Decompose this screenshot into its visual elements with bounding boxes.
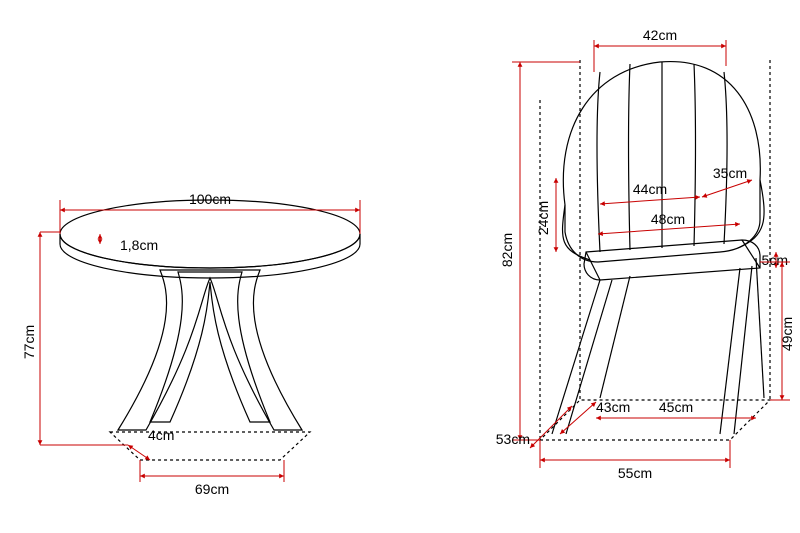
label-table-basewidth: 69cm (195, 481, 229, 497)
label-chair-seat-w: 48cm (651, 211, 685, 227)
label-chair-depth: 53cm (496, 431, 530, 447)
label-chair-legspan: 45cm (659, 399, 693, 415)
label-chair-seat-inner-d: 35cm (713, 165, 747, 181)
dimension-diagram: 100cm 1,8cm 77cm 4cm 69cm 42cm (0, 0, 800, 533)
label-chair-totalwidth: 55cm (618, 465, 652, 481)
label-table-height: 77cm (21, 325, 37, 359)
label-chair-depth-inner: 43cm (596, 399, 630, 415)
table-drawing: 100cm 1,8cm 77cm 4cm 69cm (21, 191, 360, 497)
label-table-top-width: 100cm (189, 191, 231, 207)
label-chair-legheight: 49cm (779, 317, 795, 351)
label-chair-seat-inner-w: 44cm (633, 181, 667, 197)
chair-drawing: 42cm 82cm 24cm 44cm 35cm 5cm 48cm 49cm 4… (496, 27, 795, 481)
label-table-basefront: 4cm (148, 427, 174, 443)
label-table-thickness: 1,8cm (120, 237, 158, 253)
label-chair-backheight: 24cm (535, 201, 551, 235)
label-chair-seat-thick: 5cm (762, 252, 788, 268)
label-chair-totalheight: 82cm (499, 233, 515, 267)
label-chair-backtop: 42cm (643, 27, 677, 43)
